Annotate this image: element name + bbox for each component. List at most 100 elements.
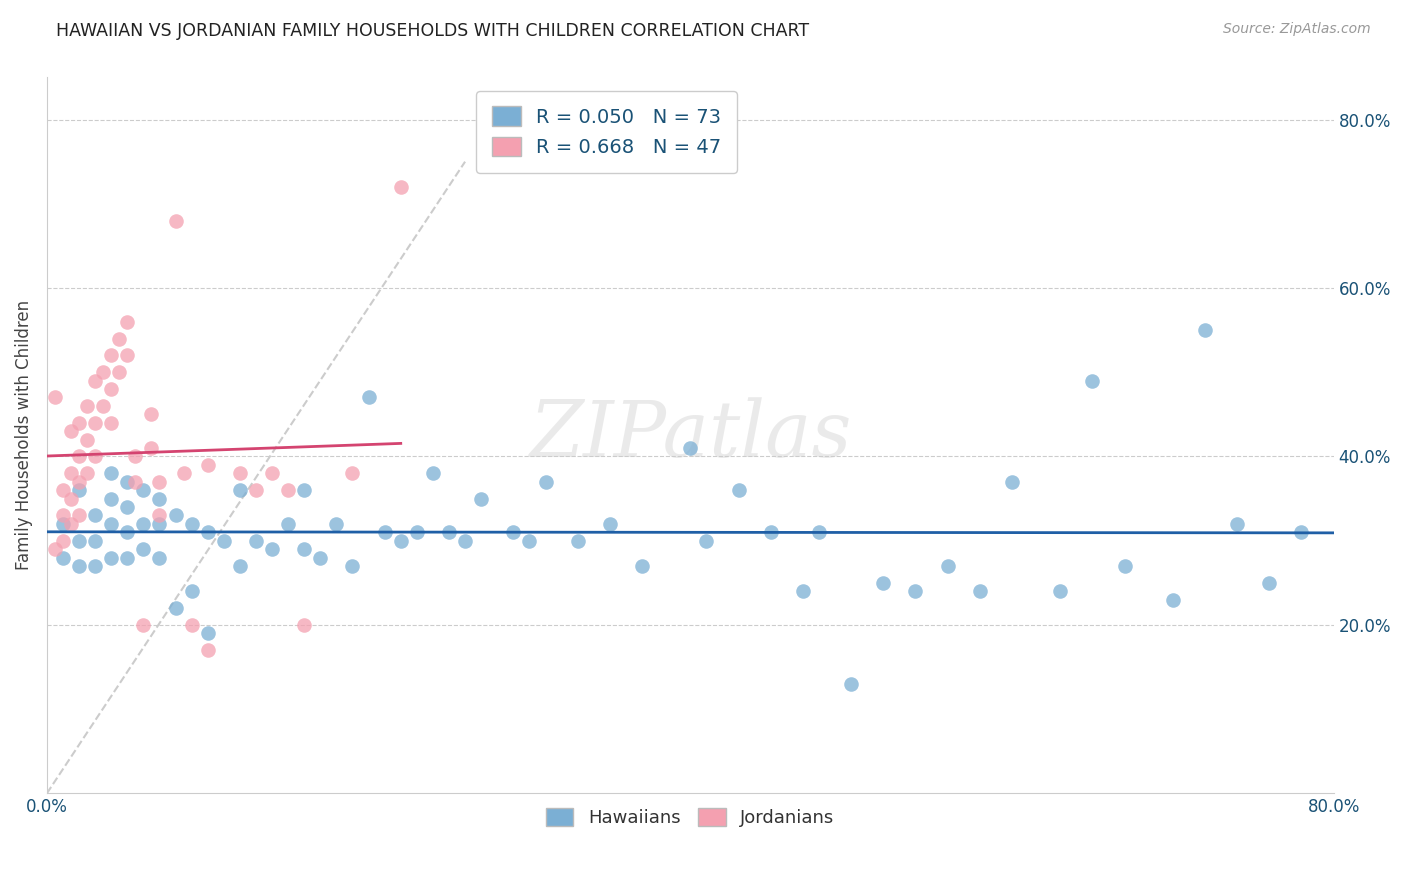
Point [76,467,98,481]
Point [117,315,139,329]
Point [197,643,219,657]
Point [84,374,107,388]
Point [229,483,252,497]
Point [631,558,654,573]
Y-axis label: Family Households with Children: Family Households with Children [15,301,32,571]
Point [470,491,492,506]
Point [91,399,114,413]
Point [1081,374,1104,388]
Point [1226,516,1249,531]
Point [180,584,202,599]
Point [454,533,477,548]
Point [229,467,252,481]
Point [148,491,170,506]
Point [969,584,991,599]
Point [84,558,107,573]
Point [52,483,75,497]
Point [60,467,83,481]
Point [342,558,364,573]
Point [76,399,98,413]
Point [389,533,412,548]
Point [108,365,131,379]
Point [904,584,927,599]
Point [599,516,621,531]
Point [100,416,122,430]
Point [52,508,75,523]
Text: Source: ZipAtlas.com: Source: ZipAtlas.com [1223,22,1371,37]
Point [229,558,252,573]
Point [262,542,284,557]
Point [325,516,347,531]
Text: ZIPatlas: ZIPatlas [529,397,852,474]
Point [60,491,83,506]
Point [60,516,83,531]
Point [165,601,187,615]
Point [309,550,332,565]
Point [124,450,146,464]
Point [84,450,107,464]
Point [117,550,139,565]
Point [212,533,235,548]
Point [292,618,315,632]
Point [567,533,589,548]
Point [292,542,315,557]
Point [245,533,267,548]
Point [437,525,460,540]
Point [67,508,90,523]
Point [100,467,122,481]
Point [148,508,170,523]
Point [245,483,267,497]
Point [679,441,702,455]
Point [132,542,155,557]
Point [67,483,90,497]
Point [132,483,155,497]
Point [76,433,98,447]
Point [148,550,170,565]
Point [117,348,139,362]
Point [357,391,380,405]
Point [100,516,122,531]
Point [67,533,90,548]
Point [277,516,299,531]
Point [148,516,170,531]
Point [100,382,122,396]
Point [117,525,139,540]
Point [67,558,90,573]
Point [60,424,83,438]
Point [197,525,219,540]
Point [422,467,444,481]
Point [67,475,90,489]
Point [727,483,749,497]
Point [91,365,114,379]
Text: HAWAIIAN VS JORDANIAN FAMILY HOUSEHOLDS WITH CHILDREN CORRELATION CHART: HAWAIIAN VS JORDANIAN FAMILY HOUSEHOLDS … [56,22,810,40]
Point [389,180,412,194]
Point [792,584,814,599]
Point [374,525,396,540]
Point [292,483,315,497]
Point [141,408,163,422]
Point [1291,525,1313,540]
Point [405,525,427,540]
Point [124,475,146,489]
Point [148,475,170,489]
Point [277,483,299,497]
Point [1001,475,1024,489]
Point [44,542,66,557]
Point [117,500,139,514]
Point [534,475,557,489]
Point [1194,323,1216,337]
Point [84,416,107,430]
Point [759,525,782,540]
Point [839,677,862,691]
Point [100,550,122,565]
Legend: Hawaiians, Jordanians: Hawaiians, Jordanians [538,801,841,834]
Point [197,458,219,472]
Point [695,533,717,548]
Point [52,533,75,548]
Point [100,491,122,506]
Point [342,467,364,481]
Point [52,516,75,531]
Point [108,332,131,346]
Point [132,516,155,531]
Point [132,618,155,632]
